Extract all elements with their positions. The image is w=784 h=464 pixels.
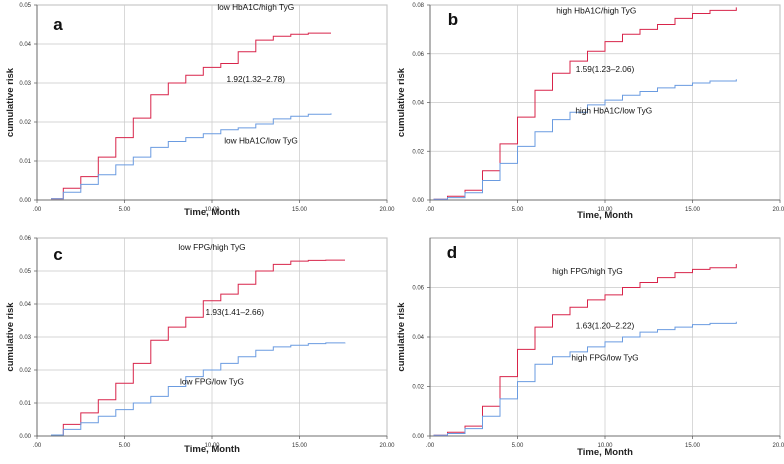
x-axis-title: Time, Month	[577, 210, 633, 221]
hazard-ratio-label: 1.93(1.41–2.66)	[205, 307, 264, 317]
y-tick-label: 0.04	[412, 101, 424, 107]
y-tick-label: 0.06	[19, 236, 31, 242]
y-tick-label: 0.05	[19, 269, 31, 275]
x-tick-label: 15.00	[685, 207, 701, 213]
y-tick-label: 0.04	[412, 335, 424, 341]
series-line-low-tyg	[51, 113, 332, 200]
group-label: high FPG/low TyG	[571, 353, 638, 363]
x-tick-label: 10.00	[597, 207, 613, 213]
x-tick-label: 20.00	[772, 207, 784, 213]
x-tick-label: 20.00	[379, 443, 395, 449]
x-tick-label: .00	[33, 443, 42, 449]
x-tick-label: 15.00	[685, 443, 701, 449]
series-line-high-tyg	[433, 264, 737, 436]
series-line-low-tyg	[433, 321, 737, 436]
x-tick-label: 5.00	[119, 443, 131, 449]
group-label: low FPG/low TyG	[180, 377, 244, 387]
panel-c: 0.00 0.01 0.02 0.03 0.04 0.05 0.06 .00 5.00 10.00…	[5, 236, 395, 455]
y-tick-label: 0.02	[412, 149, 424, 155]
group-label: low HbA1C/high TyG	[217, 2, 294, 12]
panel-letter: d	[447, 243, 457, 262]
y-tick-label: 0.01	[19, 401, 31, 407]
x-tick-label: 10.00	[204, 207, 220, 213]
panel-letter: c	[53, 245, 62, 264]
y-axis-title: cumulative risk	[5, 67, 16, 137]
series-line-low-tyg	[433, 79, 737, 200]
x-axis-title: Time, Month	[184, 207, 240, 218]
y-axis-title: cumulative risk	[5, 302, 16, 372]
x-tick-label: .00	[426, 207, 435, 213]
y-tick-label: 0.08	[412, 3, 424, 9]
y-tick-label: 0.02	[19, 120, 31, 126]
x-tick-label: .00	[33, 207, 42, 213]
y-tick-label: 0.03	[19, 81, 31, 87]
panel-letter: a	[53, 15, 63, 34]
y-tick-label: 0.04	[19, 302, 31, 308]
x-tick-label: 20.00	[772, 443, 784, 449]
group-label: high HbA1C/high TyG	[556, 6, 636, 16]
series-line-high-tyg	[433, 7, 737, 200]
y-tick-label: 0.00	[19, 434, 31, 440]
y-axis-title: cumulative risk	[396, 67, 407, 137]
y-tick-label: 0.02	[412, 385, 424, 391]
y-tick-label: 0.02	[19, 368, 31, 374]
y-tick-label: 0.01	[19, 159, 31, 165]
series-line-high-tyg	[51, 259, 345, 436]
y-tick-label: 0.04	[19, 42, 31, 48]
hazard-ratio-label: 1.63(1.20–2.22)	[576, 320, 635, 330]
y-tick-label: 0.00	[19, 198, 31, 204]
group-label: high FPG/high TyG	[552, 266, 622, 276]
y-tick-label: 0.00	[412, 434, 424, 440]
x-tick-label: 15.00	[292, 443, 308, 449]
y-tick-label: 0.05	[19, 3, 31, 9]
y-tick-label: 0.00	[412, 198, 424, 204]
panel-d: 0.00 0.02 0.04 0.06 .00 5.00 10.00 15.00 20.00 hi…	[396, 237, 784, 458]
hazard-ratio-label: 1.59(1.23–2.06)	[576, 64, 635, 74]
x-tick-label: 20.00	[379, 207, 395, 213]
x-tick-label: 10.00	[204, 443, 220, 449]
series-line-low-tyg	[51, 342, 346, 436]
y-axis-title: cumulative risk	[396, 302, 407, 372]
hazard-ratio-label: 1.92(1.32–2.78)	[226, 74, 285, 84]
y-tick-label: 0.06	[412, 286, 424, 292]
panel-b: 0.00 0.02 0.04 0.06 0.08 .00 5.00 10.00 15.00 20.…	[396, 3, 784, 221]
x-tick-label: 10.00	[597, 443, 613, 449]
x-tick-label: .00	[426, 443, 435, 449]
panel-letter: b	[448, 10, 458, 29]
x-tick-label: 5.00	[512, 207, 524, 213]
group-label: low FPG/high TyG	[178, 242, 245, 252]
x-tick-label: 15.00	[292, 207, 308, 213]
group-label: high HbA1C/low TyG	[575, 105, 652, 115]
x-tick-label: 5.00	[512, 443, 524, 449]
x-tick-label: 5.00	[119, 207, 131, 213]
y-tick-label: 0.03	[19, 335, 31, 341]
x-axis-title: Time, Month	[577, 447, 633, 458]
series-line-high-tyg	[51, 32, 331, 200]
group-label: low HbA1C/low TyG	[224, 135, 298, 145]
panel-a: 0.00 0.01 0.02 0.03 0.04 0.05 .00 5.00 10.00 15.0…	[5, 2, 395, 218]
x-axis-title: Time, Month	[184, 444, 240, 455]
y-tick-label: 0.06	[412, 52, 424, 58]
